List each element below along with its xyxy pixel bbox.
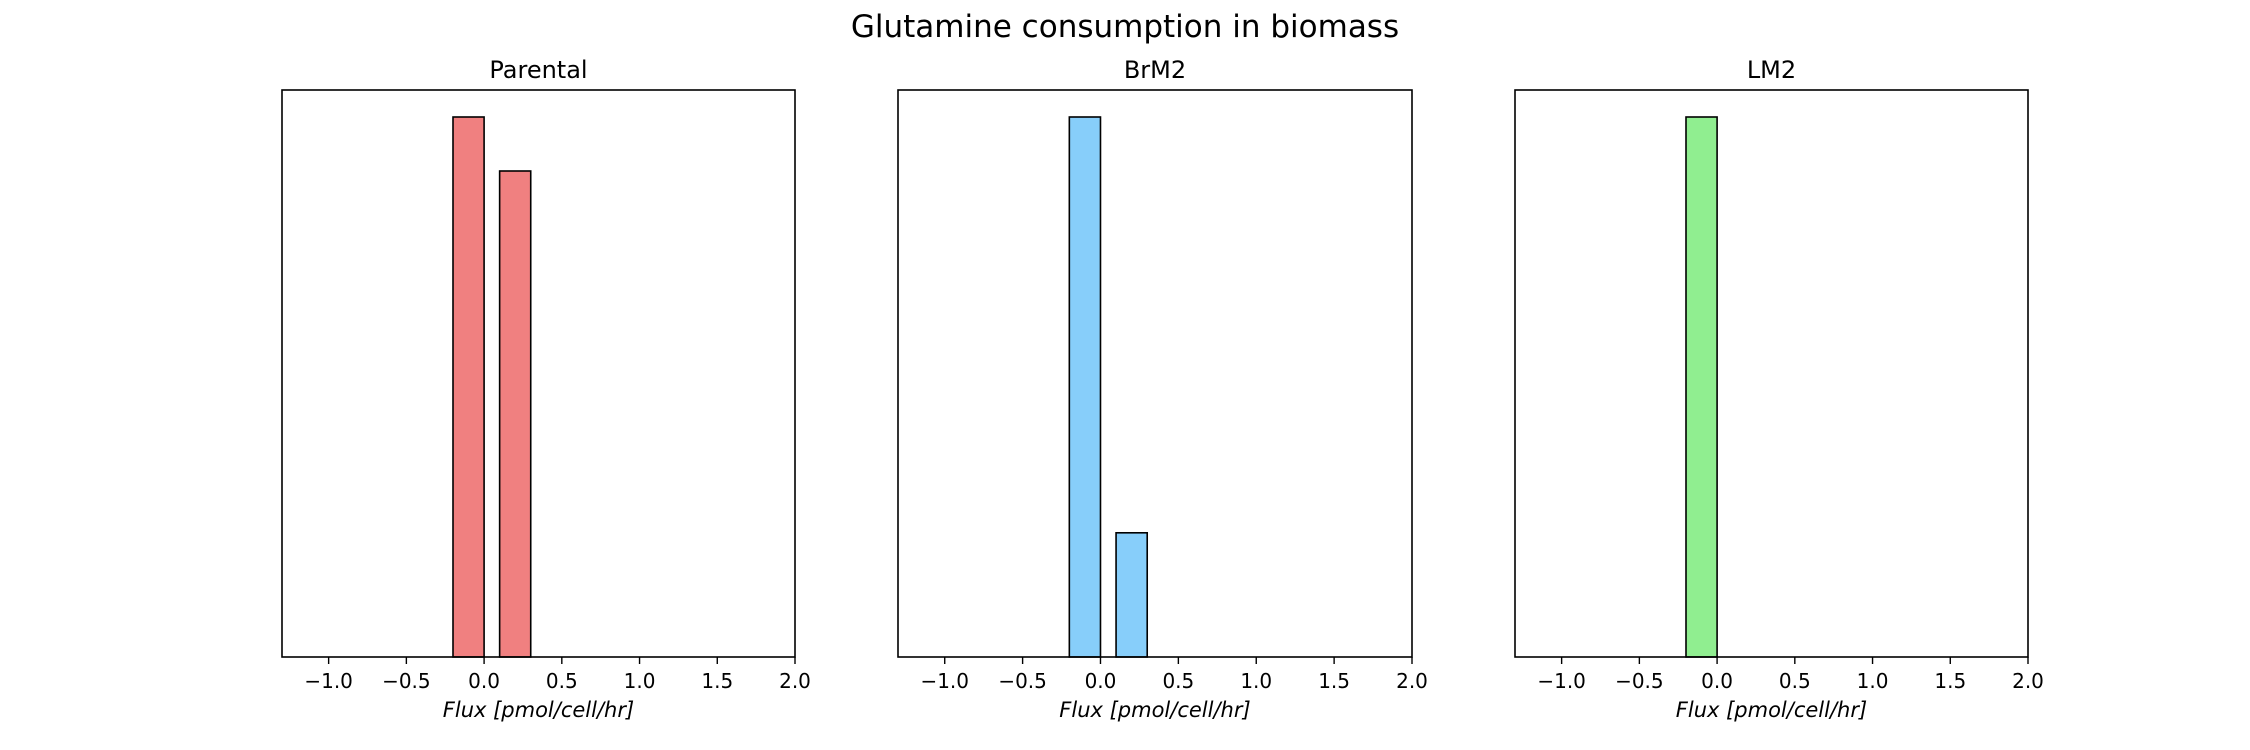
brm2-xtick-label: 1.0 [1240, 669, 1272, 693]
parental-xtick-label: 0.0 [468, 669, 500, 693]
brm2-xtick-label: 2.0 [1396, 669, 1428, 693]
lm2-xtick-label: 0.5 [1779, 669, 1811, 693]
brm2-xtick-label: 0.5 [1162, 669, 1194, 693]
panel-brm2: BrM2 −1.0 −0.5 0.0 0.5 1.0 1.5 2.0 Flux [pmol/ce… [897, 56, 1428, 722]
lm2-xtick-label: −0.5 [1615, 669, 1664, 693]
parental-bar-0 [452, 116, 485, 658]
brm2-xtick-label: −1.0 [920, 669, 969, 693]
parental-xtick-label: 0.5 [546, 669, 578, 693]
parental-xtick-label: 1.0 [624, 669, 656, 693]
parental-title: Parental [489, 56, 587, 84]
brm2-xlabel: Flux [pmol/cell/hr] [1059, 698, 1250, 722]
parental-bar-1 [498, 170, 532, 658]
parental-xtick-label: −0.5 [382, 669, 431, 693]
panel-parental: Parental −1.0 −0.5 0.0 0.5 1.0 1.5 2.0 Flux [pmo… [281, 56, 811, 722]
brm2-xtick-label: −0.5 [998, 669, 1047, 693]
brm2-bar-1 [1115, 531, 1149, 658]
figure-title: Glutamine consumption in biomass [851, 9, 1399, 45]
panel-lm2: LM2 −1.0 −0.5 0.0 0.5 1.0 1.5 2.0 Flux [pmol/cel… [1514, 56, 2044, 722]
brm2-title: BrM2 [1124, 56, 1186, 84]
parental-axes-frame [281, 89, 796, 658]
lm2-xtick-label: −1.0 [1537, 669, 1586, 693]
lm2-axes-frame [1514, 89, 2029, 658]
parental-xtick-label: 1.5 [701, 669, 733, 693]
parental-xtick-label: 2.0 [779, 669, 811, 693]
lm2-title: LM2 [1747, 56, 1796, 84]
brm2-axes-frame [897, 89, 1413, 658]
lm2-xtick-label: 1.0 [1857, 669, 1889, 693]
lm2-xtick-label: 1.5 [1934, 669, 1966, 693]
brm2-xtick-label: 0.0 [1085, 669, 1117, 693]
lm2-xtick-label: 0.0 [1701, 669, 1733, 693]
brm2-xtick-label: 1.5 [1318, 669, 1350, 693]
brm2-bar-0 [1068, 116, 1102, 658]
lm2-bar-0 [1685, 116, 1718, 658]
lm2-xtick-label: 2.0 [2012, 669, 2044, 693]
parental-xtick-label: −1.0 [304, 669, 353, 693]
parental-xlabel: Flux [pmol/cell/hr] [443, 698, 634, 722]
lm2-xlabel: Flux [pmol/cell/hr] [1676, 698, 1867, 722]
